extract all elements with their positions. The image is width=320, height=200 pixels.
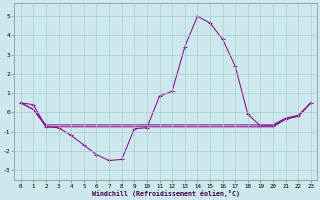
X-axis label: Windchill (Refroidissement éolien,°C): Windchill (Refroidissement éolien,°C) xyxy=(92,190,240,197)
